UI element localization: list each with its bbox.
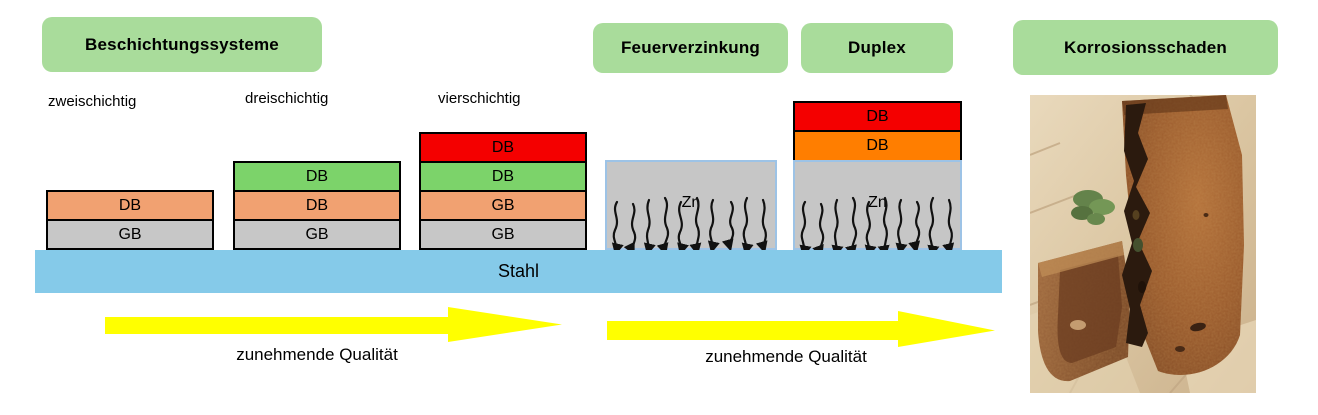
quality-arrow-label-right: zunehmende Qualität [705,347,867,366]
coating-layer: DB [419,161,587,192]
header-duplex: Duplex [801,23,953,73]
header-feuerverzinkung: Feuerverzinkung [593,23,788,73]
coating-layer: DB [233,190,401,221]
header-beschichtungssysteme: Beschichtungssysteme [42,17,322,72]
label-dreischichtig: dreischichtig [245,90,329,107]
header-korrosionsschaden: Korrosionsschaden [1013,20,1278,75]
coating-layer: DB [419,132,587,163]
zinc-label: Zn [868,194,887,211]
coating-layer: DB [46,190,214,221]
zinc-box-feuerverzinkung: Zn [605,160,777,256]
arrow-shape [105,307,562,342]
zinc-crystal-squiggles [611,196,768,256]
coating-layer: DB [233,161,401,192]
arrow-shape [607,311,995,347]
label-vierschichtig: vierschichtig [438,90,521,107]
quality-arrow-label-left: zunehmende Qualität [236,345,398,364]
zinc-label: Zn [681,194,701,211]
zinc-crystal-squiggles [799,196,955,258]
coating-layer: DB [793,101,962,132]
steel-label: Stahl [497,261,540,281]
coating-layer: GB [46,219,214,250]
coating-layer: GB [419,190,587,221]
corrosion-photo [1030,95,1256,393]
steel-bar: Stahl [35,250,1002,293]
quality-arrow-left [105,307,562,342]
quality-arrow-right [607,311,995,347]
coating-layer: DB [793,130,962,162]
coating-layer: GB [419,219,587,250]
label-zweischichtig: zweischichtig [48,93,137,110]
plant [1071,190,1115,225]
zinc-box-duplex: Zn [793,160,962,258]
coating-layer: GB [233,219,401,250]
